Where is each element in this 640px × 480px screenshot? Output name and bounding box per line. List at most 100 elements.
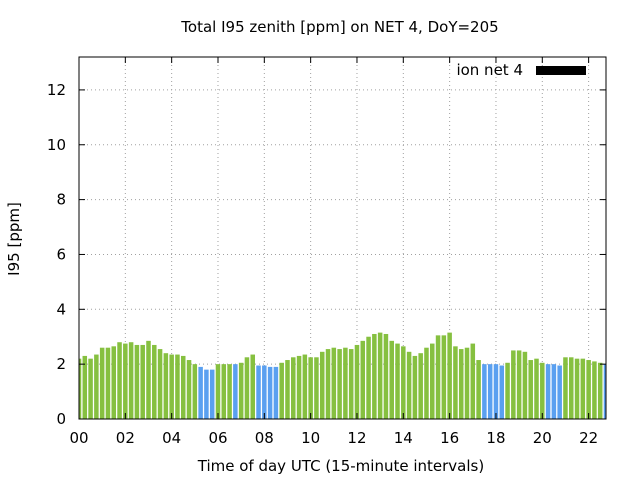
- y-tick-label: 0: [56, 410, 66, 428]
- bar: [348, 349, 354, 419]
- bar: [412, 355, 418, 419]
- x-tick-label: 10: [301, 429, 320, 447]
- bar: [204, 369, 209, 419]
- axis-ticks: [78, 57, 606, 420]
- bar: [186, 360, 192, 419]
- bar: [215, 364, 221, 419]
- bar: [377, 332, 383, 419]
- bar: [424, 347, 429, 419]
- x-tick-label: 16: [440, 429, 459, 447]
- x-tick-label: 18: [486, 429, 505, 447]
- bar: [140, 344, 145, 419]
- bar: [453, 346, 458, 419]
- bar: [198, 366, 203, 419]
- bar: [482, 364, 487, 419]
- bar: [372, 333, 377, 419]
- plot-frame: [78, 56, 607, 420]
- bar: [105, 347, 111, 419]
- bar: [152, 344, 157, 419]
- bar: [366, 336, 371, 419]
- bar: [522, 351, 528, 419]
- bars: [79, 332, 606, 419]
- grid-lines: [79, 57, 606, 419]
- bar: [256, 365, 261, 419]
- bar: [128, 342, 134, 419]
- bar: [540, 362, 545, 419]
- x-tick-label: 12: [347, 429, 366, 447]
- bar: [586, 360, 591, 419]
- x-tick-label: 20: [533, 429, 552, 447]
- y-tick-label: 6: [56, 245, 66, 263]
- bar: [603, 364, 606, 419]
- bar: [568, 357, 574, 419]
- bar: [447, 332, 452, 419]
- bar: [534, 358, 539, 419]
- bar: [302, 354, 308, 419]
- bar: [267, 366, 273, 419]
- bar: [180, 355, 186, 419]
- bar: [157, 349, 163, 419]
- bar: [401, 346, 406, 419]
- bar: [117, 342, 122, 419]
- bar: [279, 362, 284, 419]
- bar: [314, 357, 319, 419]
- bar: [354, 344, 360, 419]
- bar: [123, 343, 128, 419]
- bar: [169, 354, 174, 419]
- bar: [296, 355, 302, 419]
- bar: [580, 358, 586, 419]
- legend: ion net 4: [456, 61, 586, 79]
- bar: [487, 364, 493, 419]
- bar: [244, 357, 250, 419]
- bar: [360, 340, 366, 419]
- bar: [227, 364, 232, 419]
- bar: [476, 360, 481, 419]
- bar: [511, 350, 516, 419]
- x-tick-label: 06: [208, 429, 227, 447]
- bar: [516, 350, 522, 419]
- x-tick-label: 02: [116, 429, 135, 447]
- bar: [395, 343, 400, 419]
- bar: [79, 358, 82, 419]
- bar: [418, 353, 423, 419]
- bar: [134, 344, 140, 419]
- y-tick-label: 8: [56, 191, 66, 209]
- y-tick-label: 12: [47, 81, 66, 99]
- y-tick-label: 10: [47, 136, 66, 154]
- bar: [337, 349, 342, 419]
- bar: [557, 365, 562, 419]
- y-tick-label: 2: [56, 355, 66, 373]
- bar: [430, 343, 435, 419]
- bar: [592, 361, 597, 419]
- bar: [273, 366, 279, 419]
- bar: [343, 347, 348, 419]
- bar: [383, 333, 389, 419]
- chart-title: Total I95 zenith [ppm] on NET 4, DoY=205: [180, 18, 498, 36]
- y-tick-label: 4: [56, 300, 66, 318]
- bar: [111, 346, 117, 419]
- bar: [545, 364, 551, 419]
- x-tick-label: 04: [162, 429, 181, 447]
- bar: [291, 357, 296, 419]
- bar: [99, 347, 105, 419]
- bar: [262, 365, 267, 419]
- x-axis-label: Time of day UTC (15-minute intervals): [197, 457, 484, 475]
- bar: [458, 349, 464, 419]
- bar: [499, 365, 505, 419]
- bar: [146, 340, 151, 419]
- bar: [331, 347, 337, 419]
- bar: [389, 340, 394, 419]
- bar: [88, 358, 93, 419]
- x-tick-label: 08: [255, 429, 274, 447]
- bar: [464, 347, 470, 419]
- bar: [175, 354, 180, 419]
- bar: [563, 357, 568, 419]
- x-tick-label: 14: [394, 429, 413, 447]
- bar: [238, 362, 244, 419]
- bar: [209, 369, 215, 419]
- bar: [551, 364, 557, 419]
- bar: [325, 349, 331, 419]
- bar: [192, 364, 198, 419]
- bar: [221, 364, 227, 419]
